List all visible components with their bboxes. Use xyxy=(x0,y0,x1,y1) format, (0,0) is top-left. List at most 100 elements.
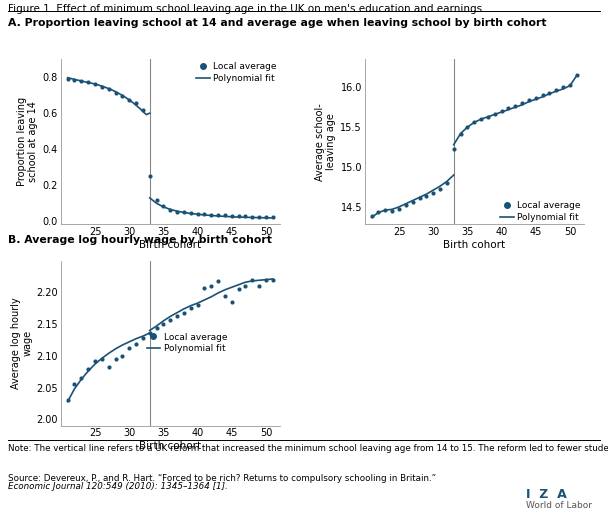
Point xyxy=(545,89,554,97)
Point xyxy=(415,194,424,202)
X-axis label: Birth cohort: Birth cohort xyxy=(139,441,201,452)
Point xyxy=(83,77,93,86)
Point xyxy=(428,188,438,197)
Point xyxy=(165,205,175,214)
Point xyxy=(394,204,404,213)
Point xyxy=(408,198,418,206)
Point xyxy=(497,107,506,115)
Point xyxy=(537,91,547,100)
Point xyxy=(261,276,271,284)
Text: World of Labor: World of Labor xyxy=(526,501,592,509)
Point xyxy=(206,282,216,290)
Point xyxy=(220,212,230,220)
Point xyxy=(241,212,250,220)
Text: Source: Devereux, P., and R. Hart. “Forced to be rich? Returns to compulsory sch: Source: Devereux, P., and R. Hart. “Forc… xyxy=(8,474,439,482)
Point xyxy=(63,396,72,405)
Point xyxy=(138,334,148,342)
Point xyxy=(463,123,472,131)
Point xyxy=(227,298,237,306)
Point xyxy=(476,115,486,123)
Point xyxy=(524,96,534,104)
Point xyxy=(117,352,127,360)
Point xyxy=(268,213,278,221)
Point xyxy=(131,340,141,348)
Point xyxy=(227,212,237,220)
Point xyxy=(159,320,168,328)
Point xyxy=(70,380,80,389)
Point xyxy=(558,83,568,91)
Point xyxy=(97,355,107,363)
Point xyxy=(442,179,452,187)
Point xyxy=(490,109,500,118)
Point xyxy=(111,355,120,363)
Point xyxy=(421,191,431,200)
Point xyxy=(199,284,209,292)
Y-axis label: Average log hourly
wage: Average log hourly wage xyxy=(10,297,32,389)
Point xyxy=(199,211,209,219)
X-axis label: Birth cohort: Birth cohort xyxy=(139,240,201,250)
Point xyxy=(233,285,243,293)
Point xyxy=(206,211,216,219)
Point xyxy=(517,99,527,107)
Point xyxy=(186,209,196,217)
Text: Note: The vertical line refers to a UK reform that increased the minimum school : Note: The vertical line refers to a UK r… xyxy=(8,444,608,453)
Point xyxy=(83,364,93,373)
Point xyxy=(124,344,134,352)
Point xyxy=(90,357,100,365)
Point xyxy=(565,80,575,89)
Point xyxy=(572,71,582,79)
Text: A. Proportion leaving school at 14 and average age when leaving school by birth : A. Proportion leaving school at 14 and a… xyxy=(8,18,547,28)
Point xyxy=(138,106,148,115)
Point xyxy=(145,329,154,337)
Point xyxy=(70,76,80,84)
Point xyxy=(77,77,86,85)
Point xyxy=(401,201,411,209)
Point xyxy=(456,130,466,138)
Point xyxy=(449,146,458,154)
Point xyxy=(104,363,114,372)
Y-axis label: Average school-
leaving age: Average school- leaving age xyxy=(314,103,336,181)
Legend: Local average, Polynomial fit: Local average, Polynomial fit xyxy=(196,62,277,83)
Point xyxy=(145,172,154,180)
Point xyxy=(63,75,72,83)
Point xyxy=(172,312,182,320)
Y-axis label: Proportion leaving
school at age 14: Proportion leaving school at age 14 xyxy=(17,98,38,186)
Point xyxy=(381,206,390,214)
Point xyxy=(503,104,513,112)
Point xyxy=(469,118,479,126)
Point xyxy=(179,208,188,217)
Point xyxy=(241,282,250,290)
Point xyxy=(117,91,127,100)
Point xyxy=(268,276,278,284)
Legend: Local average, Polynomial fit: Local average, Polynomial fit xyxy=(147,333,227,353)
Legend: Local average, Polynomial fit: Local average, Polynomial fit xyxy=(500,201,581,222)
Text: Economic Journal 120:549 (2010): 1345–1364 [1].: Economic Journal 120:549 (2010): 1345–13… xyxy=(8,482,227,491)
Point xyxy=(261,213,271,221)
Point xyxy=(373,207,383,216)
X-axis label: Birth cohort: Birth cohort xyxy=(443,240,505,250)
Point xyxy=(159,202,168,211)
Point xyxy=(435,184,445,192)
Point xyxy=(104,85,114,93)
Point xyxy=(220,292,230,300)
Point xyxy=(510,102,520,110)
Text: Figure 1. Effect of minimum school leaving age in the UK on men's education and : Figure 1. Effect of minimum school leavi… xyxy=(8,4,482,13)
Point xyxy=(152,196,162,204)
Point xyxy=(247,213,257,221)
Point xyxy=(193,210,202,218)
Point xyxy=(367,213,376,221)
Point xyxy=(179,309,188,317)
Point xyxy=(254,213,264,221)
Point xyxy=(77,374,86,382)
Point xyxy=(213,211,223,219)
Point xyxy=(97,83,107,91)
Point xyxy=(551,86,561,94)
Point xyxy=(90,80,100,88)
Point xyxy=(213,277,223,285)
Point xyxy=(124,95,134,104)
Text: I  Z  A: I Z A xyxy=(526,488,567,501)
Point xyxy=(186,304,196,312)
Point xyxy=(131,99,141,107)
Text: B. Average log hourly wage by birth cohort: B. Average log hourly wage by birth coho… xyxy=(8,235,272,245)
Point xyxy=(165,315,175,324)
